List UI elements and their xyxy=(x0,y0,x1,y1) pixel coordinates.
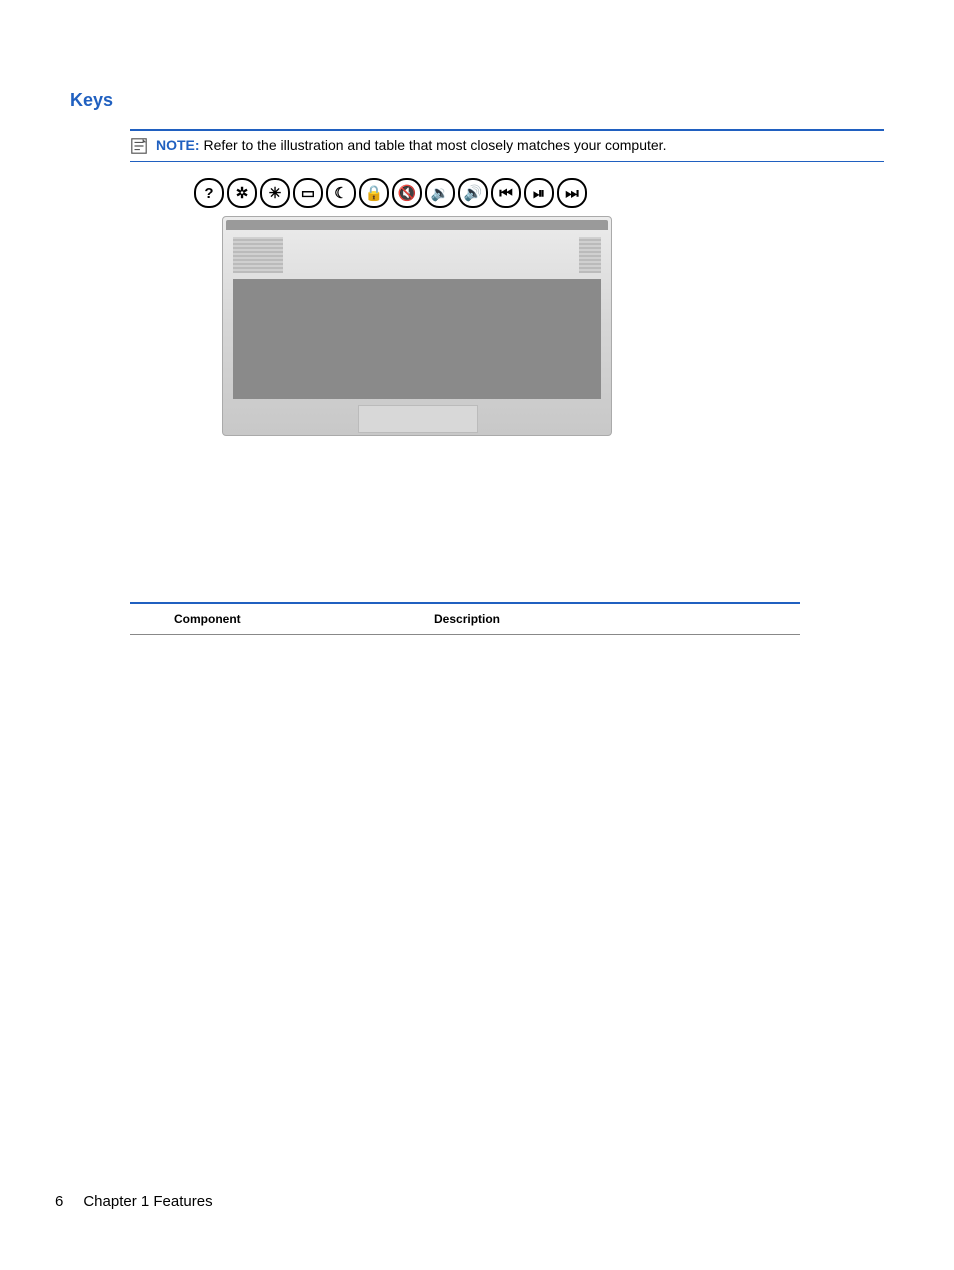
laptop-body xyxy=(222,216,612,436)
fn-icon-2: ✳ xyxy=(260,178,290,208)
page-number: 6 xyxy=(55,1193,63,1210)
fn-icon-4: ☾ xyxy=(326,178,356,208)
fn-icon-5: 🔒 xyxy=(359,178,389,208)
note-label: NOTE: xyxy=(156,137,200,153)
section-heading: Keys xyxy=(70,90,884,111)
page-footer: 6 Chapter 1 Features xyxy=(55,1193,213,1210)
note-text: Refer to the illustration and table that… xyxy=(203,137,666,153)
col-description: Description xyxy=(430,603,800,635)
fn-icon-7: 🔉 xyxy=(425,178,455,208)
fn-icon-10: ⏯ xyxy=(524,178,554,208)
fn-icon-3: ▭ xyxy=(293,178,323,208)
note-block: NOTE: Refer to the illustration and tabl… xyxy=(130,129,884,162)
fn-icon-8: 🔊 xyxy=(458,178,488,208)
col-component: Component xyxy=(170,603,430,635)
fn-icon-0: ? xyxy=(194,178,224,208)
fn-icon-6: 🔇 xyxy=(392,178,422,208)
fn-icon-9: ⏮ xyxy=(491,178,521,208)
note-icon xyxy=(130,137,148,155)
fn-icon-11: ⏭ xyxy=(557,178,587,208)
fn-icon-1: ✲ xyxy=(227,178,257,208)
components-table: Component Description xyxy=(130,602,800,635)
keyboard-illustration: ?✲✳▭☾🔒🔇🔉🔊⏮⏯⏭ xyxy=(130,172,760,592)
chapter-label: Chapter 1 Features xyxy=(83,1193,212,1210)
